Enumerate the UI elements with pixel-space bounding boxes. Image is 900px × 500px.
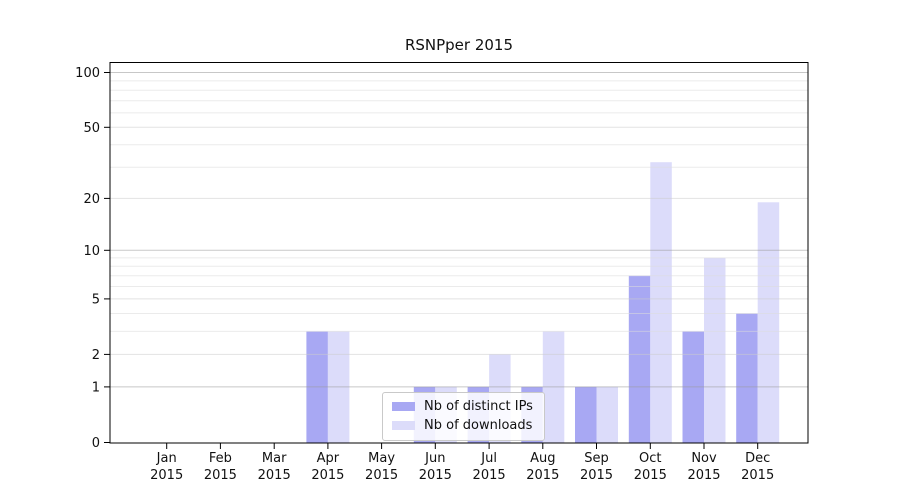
x-tick-label-year-6: 2015 [473, 468, 506, 483]
legend-label-downloads: Nb of downloads [424, 418, 533, 433]
x-tick-label-year-2: 2015 [258, 468, 291, 483]
bar-downloads-11 [757, 202, 780, 443]
x-tick-label-month-3: Apr [317, 451, 340, 466]
bar-ips-8 [575, 386, 597, 443]
x-tick-label-month-11: Dec [745, 451, 770, 466]
legend: Nb of distinct IPs Nb of downloads [382, 392, 545, 441]
legend-entry-downloads: Nb of downloads [392, 418, 533, 433]
y-tick-label-50: 50 [83, 121, 100, 136]
bar-ips-11 [736, 313, 758, 443]
bar-downloads-9 [650, 162, 672, 443]
x-tick-label-year-3: 2015 [311, 468, 344, 483]
chart-title: RSNPper 2015 [404, 36, 514, 54]
bar-downloads-8 [596, 386, 618, 443]
x-tick-label-year-4: 2015 [365, 468, 398, 483]
y-tick-label-2: 2 [92, 348, 100, 363]
y-tick-label-10: 10 [83, 244, 100, 259]
x-tick-label-year-10: 2015 [687, 468, 720, 483]
x-tick-label-year-8: 2015 [580, 468, 613, 483]
x-tick-label-year-5: 2015 [419, 468, 452, 483]
x-tick-label-month-7: Aug [530, 451, 555, 466]
x-tick-label-month-6: Jul [480, 451, 497, 466]
x-tick-label-month-1: Feb [209, 451, 232, 466]
x-tick-label-year-0: 2015 [150, 468, 183, 483]
y-tick-label-1: 1 [92, 380, 100, 395]
bar-ips-9 [628, 275, 651, 443]
legend-entry-distinct-ips: Nb of distinct IPs [392, 399, 533, 414]
y-tick-label-20: 20 [83, 192, 100, 207]
x-tick-label-year-9: 2015 [634, 468, 667, 483]
x-tick-label-year-7: 2015 [526, 468, 559, 483]
x-tick-label-month-9: Oct [639, 451, 661, 466]
x-tick-label-month-5: Jun [424, 451, 445, 466]
y-tick-label-100: 100 [75, 66, 100, 81]
legend-label-distinct-ips: Nb of distinct IPs [424, 399, 533, 414]
x-tick-label-month-2: Mar [262, 451, 287, 466]
y-tick-label-0: 0 [92, 436, 100, 451]
x-tick-label-month-10: Nov [691, 451, 717, 466]
axes-spines [109, 62, 809, 444]
x-tick-label-month-0: Jan [156, 451, 177, 466]
legend-swatch-distinct-ips [392, 402, 415, 411]
legend-swatch-downloads [392, 421, 415, 430]
x-tick-label-month-4: May [368, 451, 395, 466]
x-tick-label-year-1: 2015 [204, 468, 237, 483]
x-tick-label-year-11: 2015 [741, 468, 774, 483]
bar-downloads-10 [704, 257, 726, 443]
x-tick-label-month-8: Sep [584, 451, 609, 466]
y-tick-label-5: 5 [92, 292, 100, 307]
